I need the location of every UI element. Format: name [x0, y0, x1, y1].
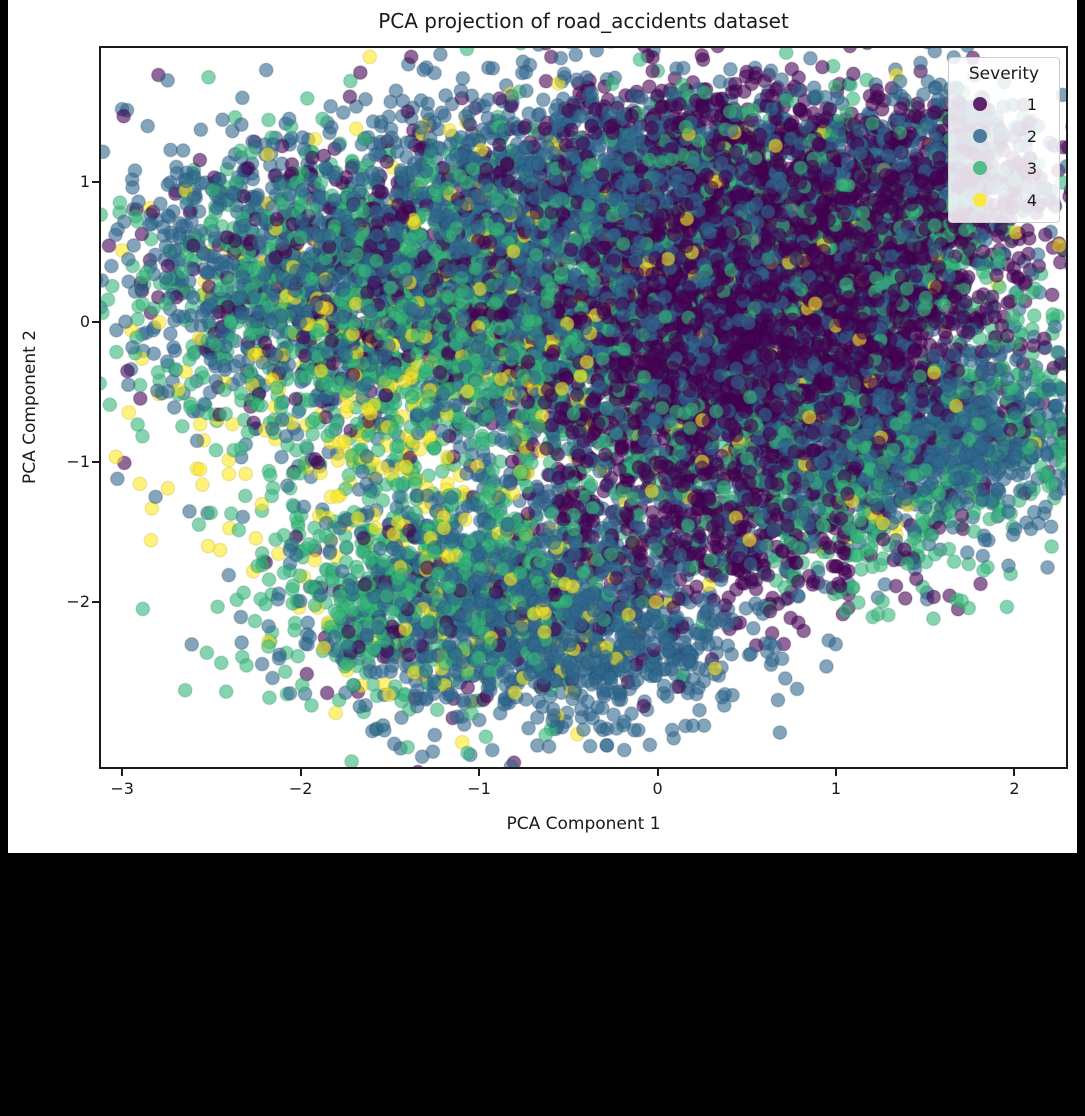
legend-item-label: 3	[1026, 158, 1037, 178]
y-tick-mark	[92, 321, 99, 324]
legend-item: 4	[949, 184, 1059, 216]
y-axis-label: PCA Component 2	[20, 329, 40, 485]
y-tick-label: 0	[79, 312, 90, 332]
x-tick-label: −1	[467, 779, 491, 798]
x-axis-label: PCA Component 1	[506, 814, 661, 834]
legend-marker-icon	[973, 161, 987, 175]
x-tick-label: 2	[1009, 779, 1020, 798]
x-tick-mark	[1013, 769, 1016, 776]
legend-item: 2	[949, 120, 1059, 152]
figure-panel: PCA projection of road_accidents dataset…	[8, 0, 1077, 853]
plot-area	[99, 46, 1068, 769]
x-tick-mark	[299, 769, 302, 776]
legend: Severity 1 2 3 4	[948, 57, 1060, 223]
y-tick-label: −2	[66, 592, 90, 612]
legend-item-label: 1	[1026, 94, 1037, 114]
legend-item: 3	[949, 152, 1059, 184]
scatter-canvas	[99, 46, 1068, 769]
legend-title: Severity	[968, 64, 1040, 84]
legend-rows: 1 2 3 4	[949, 88, 1059, 216]
y-tick-mark	[92, 180, 99, 183]
chart-title: PCA projection of road_accidents dataset	[378, 9, 789, 33]
y-tick-mark	[92, 601, 99, 604]
legend-marker-icon	[973, 129, 987, 143]
legend-marker-icon	[973, 97, 987, 111]
x-tick-mark	[656, 769, 659, 776]
y-tick-mark	[92, 461, 99, 464]
legend-item-label: 4	[1026, 190, 1037, 210]
x-tick-label: −3	[110, 779, 134, 798]
x-tick-mark	[121, 769, 124, 776]
x-tick-label: 1	[830, 779, 842, 798]
legend-marker-icon	[973, 193, 987, 207]
legend-item-label: 2	[1026, 126, 1037, 146]
x-tick-mark	[478, 769, 481, 776]
x-tick-label: 0	[652, 779, 663, 798]
x-tick-mark	[835, 769, 837, 776]
x-tick-label: −2	[288, 779, 313, 798]
legend-item: 1	[949, 88, 1059, 120]
y-tick-label: 1	[79, 171, 90, 191]
y-tick-label: −1	[66, 452, 90, 472]
